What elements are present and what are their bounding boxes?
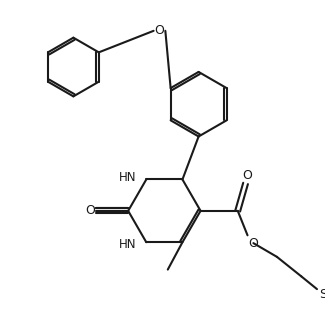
Text: O: O xyxy=(85,204,95,217)
Text: HN: HN xyxy=(119,171,136,184)
Text: O: O xyxy=(154,24,164,37)
Text: O: O xyxy=(242,169,253,182)
Text: O: O xyxy=(248,236,258,249)
Text: S: S xyxy=(319,288,325,301)
Text: HN: HN xyxy=(119,238,136,251)
